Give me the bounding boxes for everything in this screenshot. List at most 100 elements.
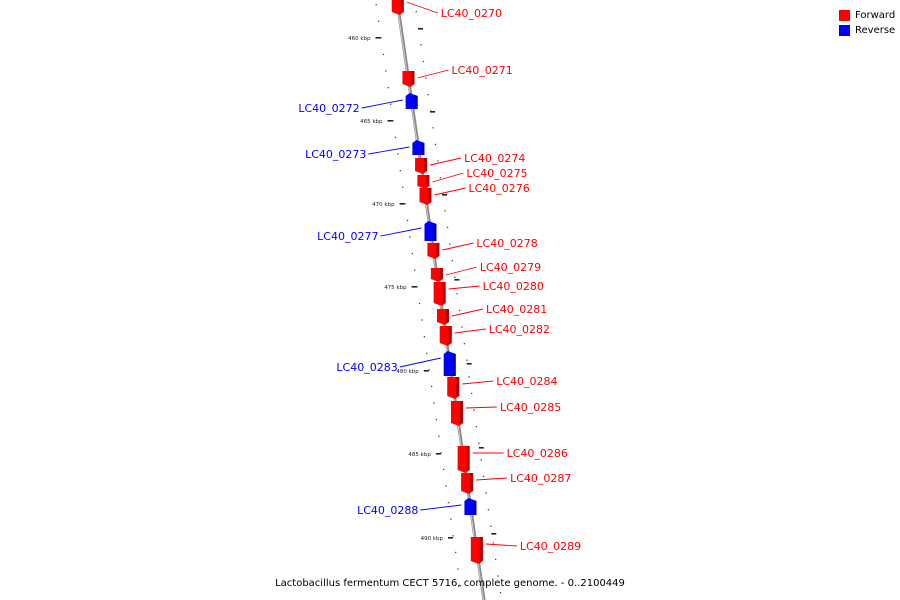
minor-tick (421, 319, 423, 321)
gene-leader-line (434, 187, 466, 196)
minor-tick (470, 392, 473, 395)
gene-label: LC40_0271 (451, 64, 512, 77)
gene-leader-line (429, 157, 462, 166)
gene-label: LC40_0285 (500, 401, 561, 414)
minor-tick (420, 44, 422, 46)
minor-tick (377, 20, 380, 22)
scale-label: 470 kbp (372, 202, 395, 208)
major-tick-right (478, 447, 484, 449)
gene-label: LC40_0282 (489, 323, 550, 336)
minor-tick (432, 127, 434, 129)
gene-shade (452, 353, 456, 376)
gene-leader-line (368, 146, 410, 155)
legend-reverse-label: Reverse (855, 25, 896, 36)
gene-shade (448, 326, 452, 344)
gene-leader-line (462, 380, 494, 385)
gene-shade (433, 223, 437, 241)
gene-label: LC40_0272 (298, 102, 359, 115)
minor-tick (490, 525, 492, 527)
gene-leader-line (454, 328, 486, 334)
minor-tick (495, 558, 497, 561)
minor-tick (468, 376, 470, 378)
gene-leader-line (432, 172, 464, 183)
gene-label: LC40_0289 (520, 540, 581, 553)
gene-leader-line (476, 477, 508, 481)
minor-tick (459, 585, 462, 587)
major-tick-right (491, 533, 497, 535)
gene-leader-line (399, 357, 441, 368)
gene-label: LC40_0287 (510, 472, 571, 485)
minor-tick (497, 575, 499, 577)
minor-tick (482, 475, 485, 478)
minor-tick (449, 243, 451, 245)
minor-tick (404, 203, 406, 205)
gene-label: LC40_0275 (466, 167, 527, 180)
gene-label: LC40_0276 (468, 182, 529, 195)
minor-tick (406, 219, 409, 222)
major-tick-left (375, 37, 381, 39)
minor-tick (499, 592, 502, 594)
minor-tick (425, 77, 427, 79)
scale-label: 460 kbp (348, 36, 371, 42)
minor-tick (394, 136, 397, 139)
gene-shade (459, 401, 463, 424)
gene-shade (470, 473, 474, 492)
minor-tick (426, 352, 428, 354)
minor-tick (428, 369, 430, 371)
minor-tick (473, 409, 475, 411)
gene-lc40-0275: LC40_0275 (417, 167, 528, 189)
gene-shade (473, 500, 477, 515)
gene-leader-line (448, 285, 480, 290)
minor-tick (409, 236, 411, 238)
gene-shade (426, 175, 430, 187)
major-tick-left (399, 203, 405, 205)
gene-lc40-0287: LC40_0287 (461, 472, 571, 494)
major-tick-left (423, 370, 429, 372)
minor-tick (430, 385, 433, 388)
legend-reverse: Reverse (839, 23, 895, 38)
gene-shade (445, 309, 449, 323)
minor-tick (440, 452, 442, 454)
gene-label: LC40_0280 (483, 280, 544, 293)
gene-leader-line (485, 543, 517, 547)
minor-tick (434, 143, 437, 146)
minor-tick (415, 11, 417, 13)
minor-tick (435, 419, 438, 421)
major-tick-right (430, 111, 436, 113)
legend: Forward Reverse (839, 8, 895, 38)
gene-lc40-0289: LC40_0289 (470, 537, 581, 564)
gene-shade (424, 158, 428, 172)
gene-shade (400, 0, 404, 13)
gene-shade (442, 282, 446, 304)
gene-shade (466, 446, 470, 471)
minor-tick (399, 170, 401, 172)
gene-leader-line (380, 227, 422, 237)
gene-label: LC40_0273 (305, 148, 366, 161)
gene-label: LC40_0270 (441, 7, 502, 20)
minor-tick (402, 186, 404, 188)
gene-lc40-0286: LC40_0286 (457, 446, 568, 473)
scale-label: 490 kbp (421, 536, 444, 542)
gene-label: LC40_0279 (480, 261, 541, 274)
minor-tick (427, 94, 429, 96)
minor-tick (447, 502, 450, 504)
minor-tick (433, 402, 435, 404)
minor-tick (455, 551, 457, 554)
scale-label: 480 kbp (396, 369, 419, 375)
minor-tick (422, 60, 425, 63)
gene-lc40-0270: LC40_0270 (391, 0, 502, 20)
gene-leader-line (445, 266, 477, 276)
minor-tick (392, 120, 394, 122)
major-tick-left (435, 453, 441, 455)
gene-shade (414, 95, 418, 109)
scale-ticks: 460 kbp 465 kbp 470 kbp 475 kbp 480 kbp 485 k… (348, 4, 502, 594)
major-tick-left (411, 286, 417, 288)
gene-lc40-0288: LC40_0288 (357, 498, 477, 517)
minor-tick (382, 53, 385, 56)
minor-tick (450, 518, 452, 520)
gene-shade (479, 537, 483, 562)
minor-tick (452, 535, 454, 537)
minor-tick (397, 153, 399, 155)
gene-lc40-0271: LC40_0271 (402, 64, 513, 87)
gene-lc40-0274: LC40_0274 (415, 152, 525, 174)
